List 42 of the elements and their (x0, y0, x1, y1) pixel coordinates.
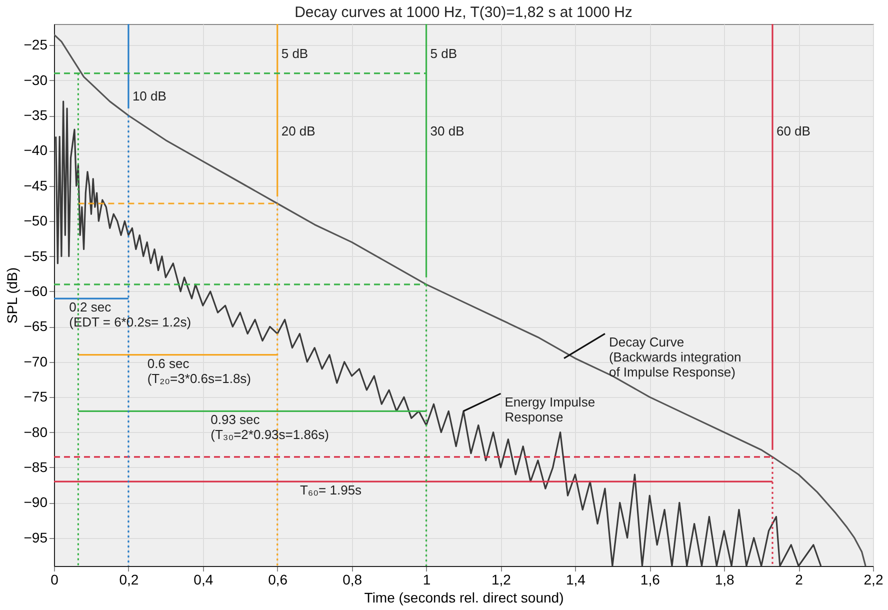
annotation: Energy Impulse Response (504, 394, 596, 425)
y-tick-label: −40 (24, 142, 48, 158)
y-tick-label: −85 (24, 458, 48, 475)
x-axis-title: Time (seconds rel. direct sound) (364, 590, 564, 606)
x-tick-label: 2 (795, 572, 804, 588)
y-tick-label: −35 (24, 107, 48, 124)
chart-title: Decay curves at 1000 Hz, T(30)=1,82 s at 1000 Hz (294, 4, 632, 21)
annotation: T₆₀= 1.95s (300, 482, 362, 498)
annotation: 5 dB (430, 46, 458, 62)
y-tick-label: −60 (24, 282, 48, 299)
y-tick-label: −95 (24, 529, 48, 546)
y-tick-label: −75 (24, 388, 48, 405)
x-tick-label: 0 (50, 572, 59, 588)
x-tick-label: 1,6 (640, 572, 660, 588)
y-axis-title: SPL (dB) (4, 267, 20, 324)
annotation: 30 dB (430, 124, 464, 139)
y-tick-label: −50 (24, 212, 48, 229)
annotation: 0.2 sec (EDT = 6*0.2s= 1.2s) (69, 300, 192, 330)
annotation: 5 dB (281, 46, 308, 62)
annotation: 10 dB (132, 88, 166, 104)
x-tick-label: 1,8 (714, 572, 735, 588)
x-tick-label: 1,2 (491, 572, 512, 588)
annotation: 0.93 sec (T₃₀=2*0.93s=1.86s) (210, 412, 330, 442)
annotation: Decay Curve (Backwards integration of Impulse Response) (608, 334, 742, 380)
x-tick-label: 1 (422, 572, 431, 588)
y-tick-label: −80 (24, 424, 48, 440)
annotation: 20 dB (281, 124, 316, 139)
x-tick-label: 0,8 (342, 572, 362, 588)
y-tick-label: −65 (24, 318, 48, 334)
y-tick-label: −45 (24, 177, 48, 194)
x-tick-label: 2,2 (864, 572, 884, 588)
y-tick-label: −25 (24, 36, 48, 53)
y-tick-label: −30 (24, 72, 48, 88)
x-tick-label: 1,4 (566, 572, 586, 588)
x-tick-label: 0,4 (194, 572, 214, 588)
y-tick-label: −70 (24, 353, 48, 370)
y-tick-label: −55 (24, 248, 48, 264)
x-tick-label: 0,2 (119, 572, 139, 588)
x-tick-label: 0,6 (268, 572, 288, 588)
annotation: 0.6 sec (T₂₀=3*0.6s=1.8s) (147, 356, 252, 386)
annotation: 60 dB (776, 124, 810, 139)
y-tick-label: −90 (24, 494, 48, 510)
